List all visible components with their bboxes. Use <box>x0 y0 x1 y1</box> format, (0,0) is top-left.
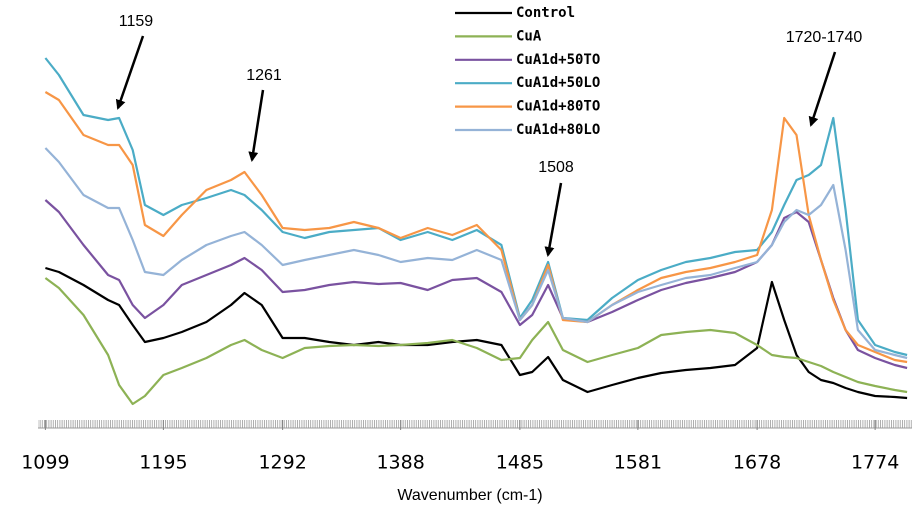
legend-label: CuA1d+50TO <box>516 52 600 68</box>
series-line <box>44 147 908 360</box>
annotation: 1159 <box>119 13 154 30</box>
legend-label: Control <box>516 5 575 21</box>
axis-minor-ticks <box>38 420 912 428</box>
series-line <box>45 266 908 400</box>
legend-label: CuA1d+80TO <box>516 99 600 115</box>
x-tick-label: 1099 <box>21 452 69 474</box>
x-tick-label: 1485 <box>496 452 544 474</box>
annotation-arrow <box>115 35 145 110</box>
x-tick-label: 1581 <box>614 452 662 474</box>
series-line <box>44 91 908 364</box>
series-line <box>44 57 908 357</box>
x-tick-label: 1195 <box>139 452 187 474</box>
annotation-arrow <box>248 89 265 162</box>
legend-label: CuA1d+80LO <box>516 122 600 138</box>
x-axis-title: Wavenumber (cm-1) <box>397 487 542 504</box>
annotation-arrow <box>544 182 563 257</box>
annotation: 1261 <box>246 67 282 84</box>
annotation: 1720-1740 <box>786 29 863 46</box>
series-line <box>44 277 908 406</box>
legend-label: CuA <box>516 28 542 44</box>
x-tick-label: 1292 <box>258 452 306 474</box>
x-tick-label: 1678 <box>733 452 781 474</box>
annotation-arrow <box>808 51 837 127</box>
annotation: 1508 <box>538 159 574 176</box>
x-tick-label: 1774 <box>851 452 899 474</box>
x-tick-label: 1388 <box>376 452 424 474</box>
legend-label: CuA1d+50LO <box>516 75 600 91</box>
series-line <box>44 199 908 370</box>
annotations: 1159 1261 1508 1720-1740 <box>115 13 863 257</box>
